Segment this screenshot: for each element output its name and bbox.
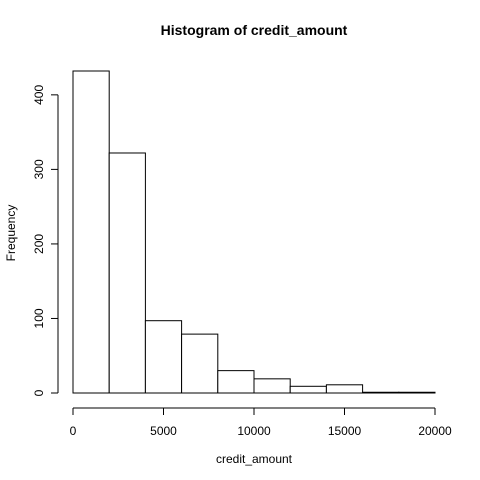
histogram-bar bbox=[325, 384, 364, 394]
histogram-bar bbox=[144, 320, 183, 394]
x-tick-label: 5000 bbox=[150, 424, 177, 438]
histogram-bar bbox=[108, 152, 146, 394]
x-tick-label: 20000 bbox=[418, 424, 452, 438]
y-axis-label: Frequency bbox=[4, 205, 18, 262]
histogram-bar bbox=[72, 70, 110, 394]
histogram-bar bbox=[253, 378, 291, 394]
x-tick-label: 0 bbox=[70, 424, 77, 438]
y-tick-label: 400 bbox=[32, 85, 46, 105]
y-tick-label: 0 bbox=[32, 389, 46, 396]
chart-title: Histogram of credit_amount bbox=[161, 22, 348, 38]
x-axis-label: credit_amount bbox=[216, 452, 293, 466]
histogram-bar bbox=[362, 391, 400, 394]
histogram-bar bbox=[289, 385, 327, 394]
x-tick-label: 10000 bbox=[237, 424, 271, 438]
histogram-bar bbox=[217, 370, 255, 394]
y-tick-label: 200 bbox=[32, 234, 46, 254]
y-axis: 0 100 200 300 400 bbox=[32, 85, 59, 396]
x-axis: 0 5000 10000 15000 20000 bbox=[70, 407, 452, 438]
x-tick-label: 15000 bbox=[328, 424, 362, 438]
histogram-bar bbox=[398, 391, 436, 394]
histogram-bar bbox=[181, 333, 219, 394]
bars-group bbox=[72, 70, 436, 394]
y-tick-label: 300 bbox=[32, 159, 46, 179]
y-tick-label: 100 bbox=[32, 308, 46, 328]
